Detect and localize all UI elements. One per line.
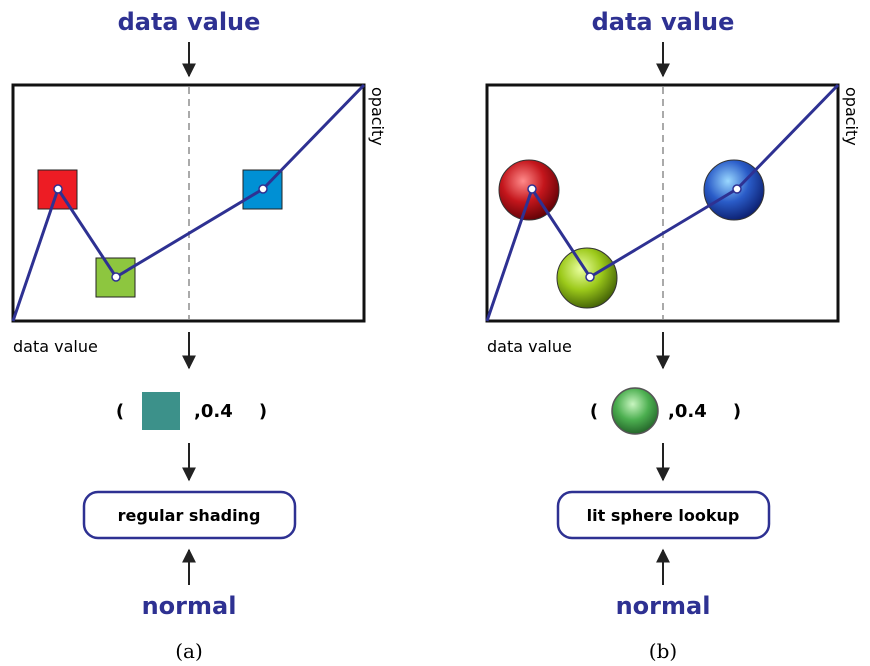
control-point (53, 184, 63, 194)
tuple-close: ) (259, 401, 267, 422)
control-point (258, 184, 268, 194)
tuple-close: ) (733, 401, 741, 422)
tuple-color (611, 387, 659, 435)
y-axis-label: opacity (842, 87, 861, 146)
process-label: lit sphere lookup (587, 506, 740, 525)
process-box (82, 490, 297, 540)
caption: (a) (175, 639, 203, 663)
tuple-open: ( (590, 401, 598, 422)
x-axis-label: data value (13, 337, 98, 356)
tuple-value: ,0.4 (668, 401, 707, 422)
y-axis-label: opacity (368, 87, 387, 146)
tuple-open: ( (116, 401, 124, 422)
control-point (585, 272, 595, 282)
caption: (b) (649, 639, 677, 663)
plot-frame (11, 83, 366, 323)
x-axis-label: data value (487, 337, 572, 356)
normal-label: normal (142, 592, 237, 620)
tuple-color (142, 392, 180, 430)
input-label: data value (118, 8, 261, 36)
plot-frame (485, 83, 840, 323)
normal-label: normal (616, 592, 711, 620)
control-point (527, 184, 537, 194)
control-point (111, 272, 121, 282)
input-label: data value (592, 8, 735, 36)
process-box (556, 490, 771, 540)
tuple-value: ,0.4 (194, 401, 233, 422)
process-label: regular shading (118, 506, 261, 525)
control-point (732, 184, 742, 194)
